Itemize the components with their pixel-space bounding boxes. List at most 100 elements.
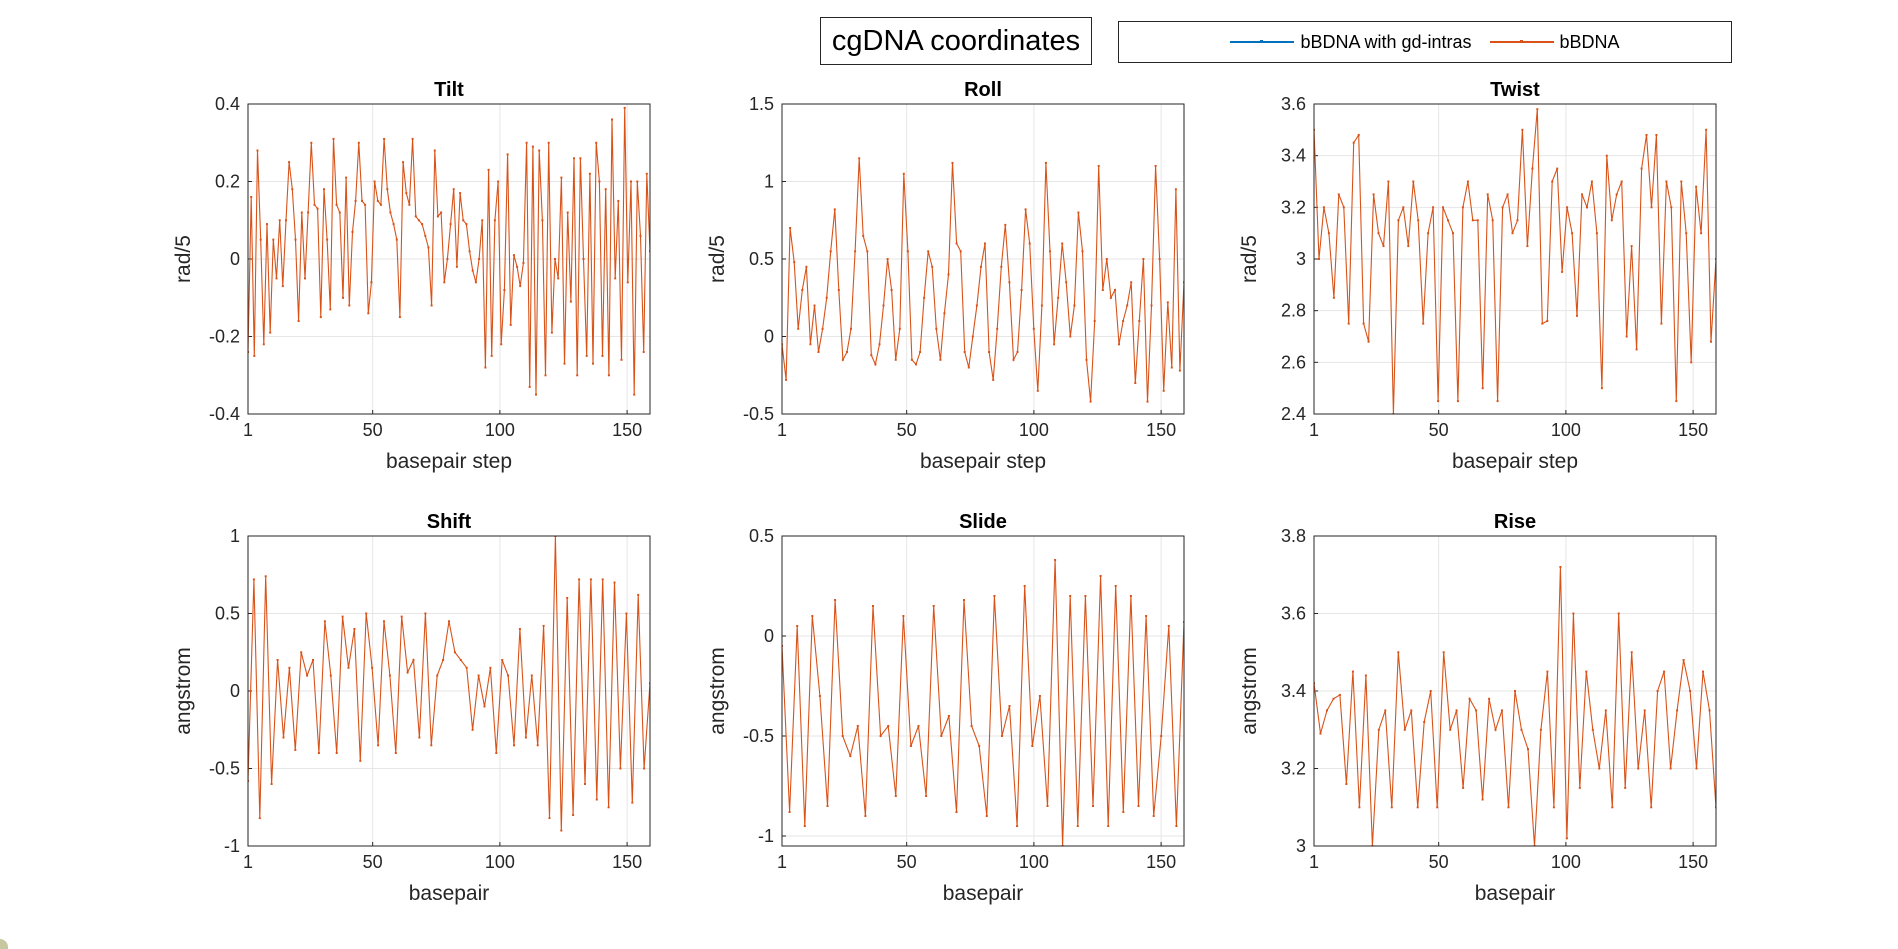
data-point [817, 351, 820, 353]
x-axis-label: basepair step [386, 450, 512, 473]
data-point [1004, 223, 1007, 226]
data-point [490, 354, 493, 357]
data-point [841, 735, 844, 737]
subplot-title: Twist [1490, 79, 1540, 101]
data-point [468, 250, 471, 253]
data-point [917, 725, 920, 727]
data-point [894, 358, 897, 361]
x-tick-label: 100 [1019, 852, 1049, 872]
y-axis-label: rad/5 [1238, 235, 1261, 283]
data-point [846, 351, 848, 353]
series-rise [1314, 566, 1716, 846]
data-point [323, 620, 326, 623]
data-point [1643, 709, 1646, 712]
data-point [411, 137, 414, 140]
data-point [1630, 651, 1633, 654]
y-tick-label: -0.5 [743, 404, 774, 424]
data-point [452, 188, 455, 191]
y-tick-label: 2.4 [1281, 404, 1306, 424]
data-point [1146, 400, 1149, 403]
data-point [389, 211, 392, 214]
data-point [329, 674, 332, 677]
data-point [1092, 805, 1094, 807]
legend-label-bbdna: bBDNA [1559, 31, 1620, 52]
data-point [1669, 767, 1672, 770]
y-tick-label: 1 [230, 526, 240, 546]
data-point [1705, 128, 1708, 131]
x-tick-label: 100 [485, 852, 515, 872]
data-point [1650, 206, 1653, 209]
data-point [584, 783, 586, 785]
data-point [1024, 208, 1027, 211]
data-point [323, 188, 325, 191]
data-point [1475, 709, 1478, 712]
data-point [1134, 382, 1137, 384]
data-point [1604, 709, 1607, 712]
data-point [878, 343, 881, 346]
data-point [506, 153, 509, 156]
data-point [1137, 805, 1140, 807]
x-tick-label: 150 [1678, 420, 1708, 440]
data-point [1506, 193, 1509, 196]
data-point [395, 238, 398, 241]
data-point [988, 351, 991, 353]
data-point [1620, 180, 1623, 183]
data-point [338, 211, 341, 214]
data-point [405, 192, 408, 195]
data-point [975, 304, 978, 307]
y-tick-label: 1 [764, 172, 774, 192]
data-point [1332, 296, 1335, 299]
y-tick-label: -0.2 [209, 327, 240, 347]
data-point [803, 825, 806, 827]
series-line [1314, 109, 1716, 414]
data-point [1449, 728, 1452, 731]
data-point [354, 199, 357, 202]
x-tick-label: 1 [243, 852, 253, 872]
data-point [272, 238, 275, 241]
data-point [967, 366, 970, 369]
data-point [1327, 232, 1330, 235]
data-point [1362, 322, 1365, 325]
data-point [306, 674, 309, 677]
data-point [1546, 320, 1549, 322]
data-point [531, 145, 534, 148]
data-point [925, 795, 928, 797]
data-point [1337, 193, 1340, 196]
data-point [898, 327, 901, 330]
data-point [645, 172, 648, 175]
data-point [1655, 134, 1658, 136]
data-point [1488, 697, 1491, 700]
data-point [1520, 728, 1523, 731]
data-point [1332, 697, 1335, 700]
data-point [1586, 206, 1588, 209]
data-point [601, 578, 604, 581]
data-point [1437, 400, 1440, 403]
data-point [1077, 211, 1080, 214]
data-point [1591, 728, 1594, 731]
data-point [1541, 322, 1544, 325]
data-point [1364, 674, 1367, 677]
data-point [923, 296, 926, 299]
data-point [932, 605, 935, 607]
data-point [1049, 250, 1051, 253]
data-point [854, 250, 857, 253]
data-point [1471, 219, 1474, 222]
axes-box [247, 103, 651, 415]
data-point [421, 223, 424, 226]
data-point [1101, 289, 1104, 291]
data-point [275, 277, 278, 280]
data-point [643, 767, 646, 770]
data-point [1610, 219, 1613, 222]
data-point [1031, 745, 1034, 747]
data-point [1023, 585, 1026, 587]
data-point [1085, 358, 1088, 361]
data-point [484, 366, 487, 369]
data-point [797, 327, 800, 330]
data-point [902, 615, 905, 617]
legend: bBDNA with gd-intras bBDNA [1118, 21, 1732, 63]
data-point [1352, 141, 1355, 144]
data-point [548, 817, 551, 820]
data-point [376, 199, 379, 202]
data-point [890, 289, 893, 291]
